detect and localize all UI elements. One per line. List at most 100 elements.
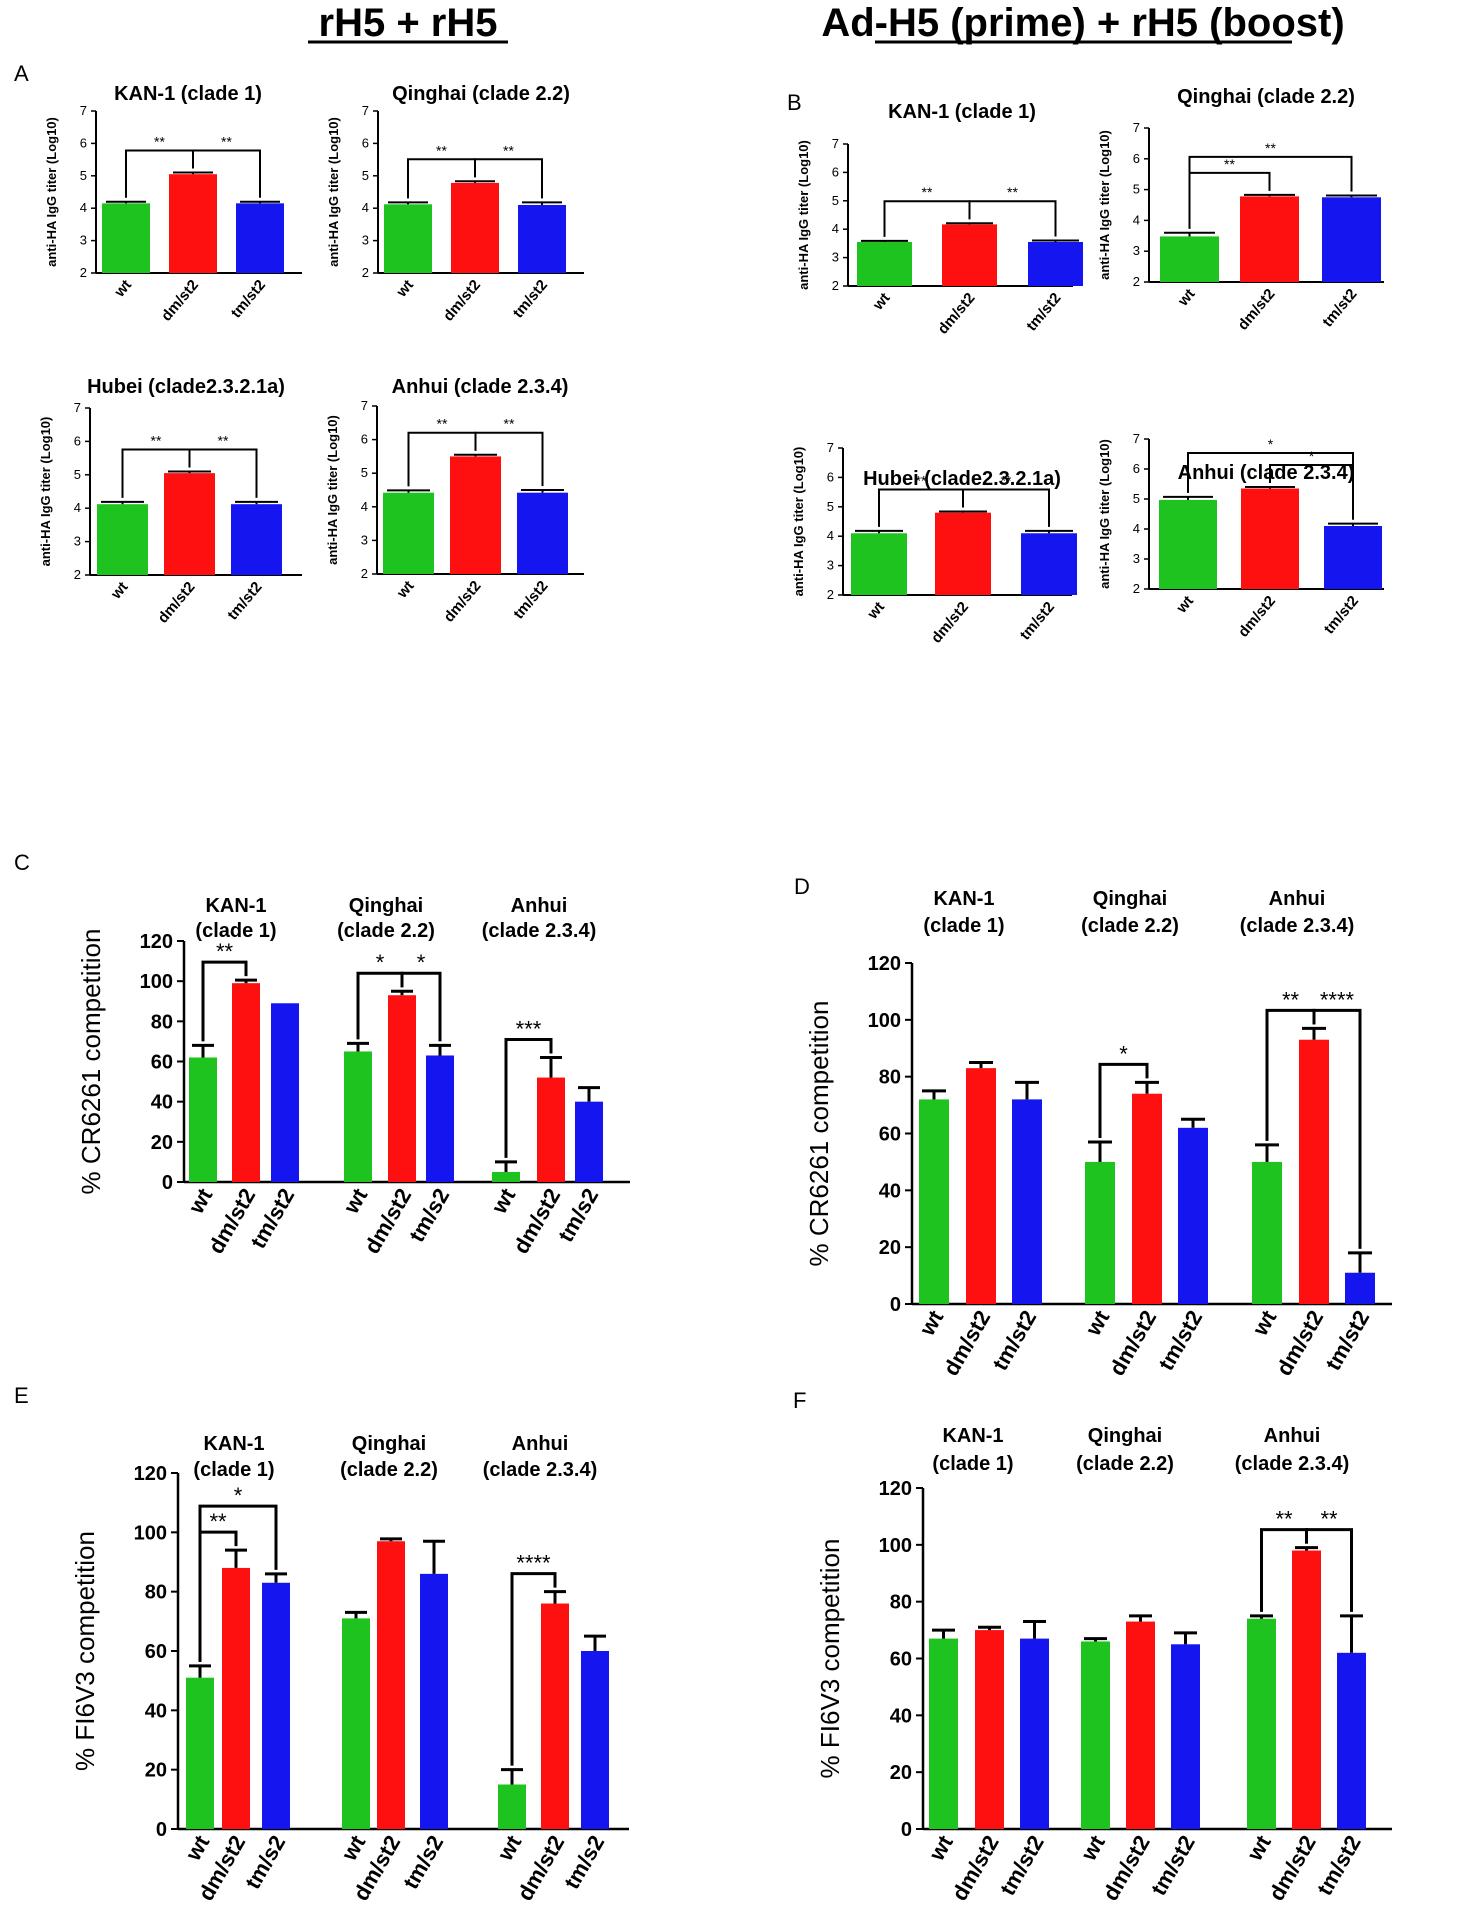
y-tick-label: 4	[361, 499, 368, 514]
x-tick-label: tm/st2	[1146, 1831, 1200, 1900]
significance-bracket: **	[192, 134, 261, 198]
bar	[1247, 1618, 1276, 1829]
significance-bracket: ****	[510, 1551, 557, 1766]
significance-label: **	[209, 1509, 227, 1534]
bar	[498, 1784, 526, 1829]
y-tick-label: 100	[868, 1010, 901, 1032]
significance-label: **	[503, 142, 514, 158]
y-tick-label: 6	[832, 164, 839, 179]
bar	[517, 492, 568, 574]
y-tick-label: 100	[140, 971, 173, 993]
y-tick-label: 0	[156, 1819, 167, 1841]
panel-letter: E	[14, 1383, 29, 1408]
x-tick-label: wt	[1173, 593, 1197, 617]
group-label: KAN-1	[205, 895, 266, 917]
y-axis-label: anti-HA IgG titer (Log10)	[325, 415, 340, 565]
significance-bracket: **	[201, 939, 248, 1042]
significance-bracket: **	[188, 432, 258, 498]
bracket-line	[1305, 1528, 1353, 1612]
y-tick-label: 3	[80, 233, 87, 248]
bar	[1020, 1638, 1049, 1829]
x-tick-label: tm/s2	[404, 1184, 454, 1246]
y-tick-label: 3	[827, 558, 834, 573]
titer-chart: Qinghai (clade 2.2) anti-HA IgG titer (Lo…	[1097, 86, 1384, 334]
y-tick-label: 2	[832, 278, 839, 293]
bar	[271, 1003, 299, 1182]
y-tick-label: 7	[362, 103, 369, 118]
y-tick-label: 60	[145, 1641, 167, 1663]
y-tick-label: 3	[362, 233, 369, 248]
significance-label: **	[436, 142, 447, 158]
y-tick-label: 120	[868, 953, 901, 975]
group-label: KAN-1	[203, 1433, 264, 1455]
y-tick-label: 4	[80, 200, 87, 215]
significance-label: **	[1001, 473, 1012, 489]
significance-label: **	[1275, 1507, 1293, 1532]
bar	[919, 1099, 949, 1304]
significance-label: **	[154, 134, 165, 150]
x-tick-label: dm/st2	[1234, 286, 1278, 334]
bar	[1324, 526, 1382, 589]
y-tick-label: 4	[362, 200, 369, 215]
significance-label: **	[437, 416, 448, 432]
x-tick-label: dm/st2	[440, 277, 484, 325]
y-tick-label: 80	[151, 1011, 173, 1033]
chart-title: Anhui (clade 2.3.4)	[1178, 462, 1355, 484]
significance-label: **	[221, 134, 232, 150]
x-tick-label: tm/st2	[995, 1831, 1049, 1900]
bar	[1126, 1621, 1155, 1829]
titer-chart: Hubei (clade2.3.2.1a) anti-HA IgG titer (…	[38, 376, 302, 627]
y-axis-label: anti-HA IgG titer (Log10)	[38, 417, 53, 567]
group-label: Anhui	[1264, 1425, 1321, 1447]
y-tick-label: 7	[1133, 431, 1140, 446]
panel-letter: A	[14, 61, 29, 86]
competition-chart: D % CR6261 competition 0 20 40 60 80 100 120 KAN-…	[794, 874, 1392, 1380]
x-tick-label: wt	[336, 1830, 371, 1865]
y-tick-label: 0	[901, 1819, 912, 1841]
bar	[342, 1618, 370, 1829]
group-label: KAN-1	[942, 1425, 1003, 1447]
panel-letter: C	[14, 850, 30, 875]
group-sublabel: (clade 1)	[195, 920, 276, 942]
header-right: Ad-H5 (prime) + rH5 (boost)	[821, 1, 1344, 45]
bar	[450, 456, 501, 574]
x-tick-label: tm/st2	[510, 578, 551, 623]
x-tick-label: dm/st2	[154, 579, 198, 627]
y-axis-label: % FI6V3 competition	[70, 1531, 100, 1771]
significance-bracket: **	[474, 416, 544, 486]
group-sublabel: (clade 1)	[193, 1459, 274, 1481]
y-tick-label: 7	[1133, 120, 1140, 135]
bar	[344, 1051, 372, 1182]
x-tick-label: wt	[180, 1830, 215, 1865]
chart-title: Qinghai (clade 2.2)	[1177, 86, 1355, 108]
y-tick-label: 5	[1133, 182, 1140, 197]
chart-title: Anhui (clade 2.3.4)	[392, 376, 569, 398]
y-tick-label: 3	[1133, 243, 1140, 258]
bracket-line	[1312, 1008, 1362, 1249]
bar	[189, 1057, 217, 1182]
bar	[1299, 1039, 1329, 1304]
x-tick-label: wt	[492, 1830, 527, 1865]
bracket-line	[188, 448, 258, 498]
x-tick-label: dm/st2	[158, 277, 202, 325]
y-tick-label: 2	[827, 587, 834, 602]
x-tick-label: dm/st2	[928, 599, 972, 647]
x-tick-label: wt	[486, 1183, 521, 1218]
bar	[1081, 1641, 1110, 1829]
y-tick-label: 6	[361, 432, 368, 447]
bar	[575, 1101, 603, 1182]
x-tick-label: tm/st2	[1312, 1831, 1366, 1900]
x-tick-label: tm/st2	[1320, 1306, 1374, 1375]
y-tick-label: 7	[832, 136, 839, 151]
bracket-line	[192, 149, 261, 198]
group-sublabel: (clade 2.3.4)	[1235, 1453, 1350, 1475]
y-tick-label: 20	[890, 1762, 912, 1784]
bar	[857, 241, 912, 286]
group-label: Anhui	[512, 1433, 569, 1455]
bar	[1240, 196, 1299, 282]
y-tick-label: 60	[879, 1124, 901, 1146]
y-tick-label: 7	[361, 398, 368, 413]
